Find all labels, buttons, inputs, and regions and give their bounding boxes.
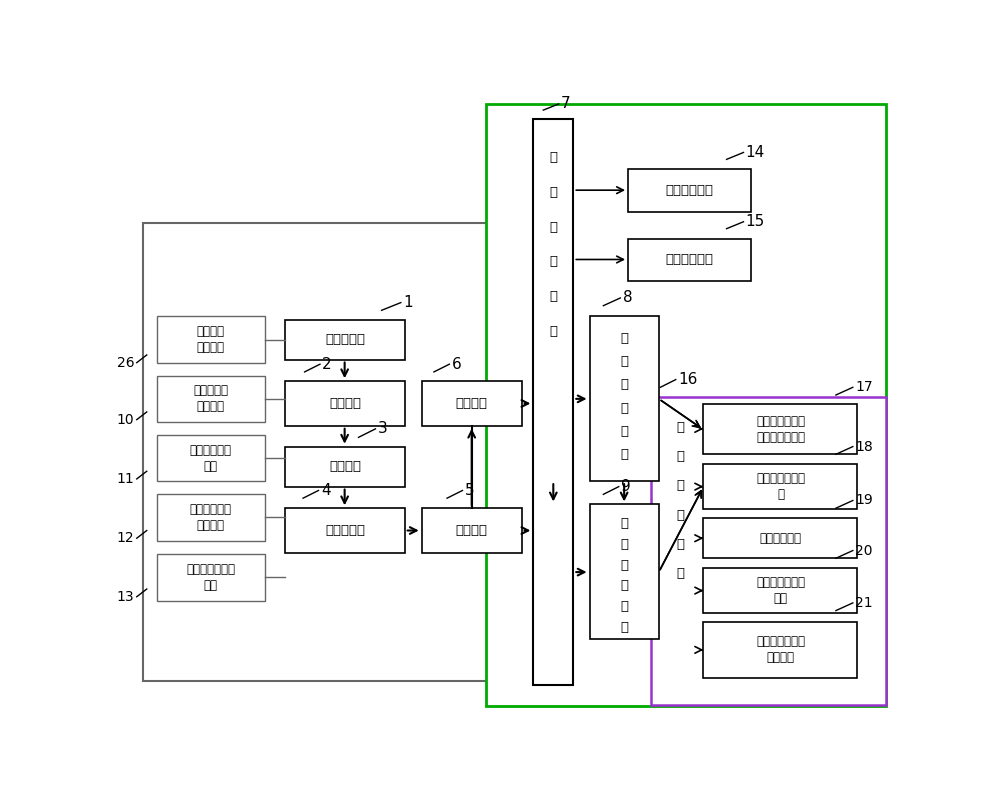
Text: 台: 台: [676, 567, 684, 580]
Text: 数据显示和打印
装置: 数据显示和打印 装置: [756, 576, 805, 605]
Text: 14: 14: [746, 145, 765, 160]
Text: 超标核查及报警
提醒装置: 超标核查及报警 提醒装置: [756, 635, 805, 664]
Text: 18: 18: [855, 439, 873, 454]
Bar: [651, 396, 886, 704]
Text: 置: 置: [620, 621, 628, 634]
Text: 标气核查装置: 标气核查装置: [759, 532, 801, 545]
Text: 处: 处: [620, 379, 628, 391]
Text: 装: 装: [549, 290, 557, 303]
Text: 集: 集: [549, 255, 557, 269]
Text: 采: 采: [549, 221, 557, 233]
Text: 19: 19: [855, 493, 873, 508]
Bar: [590, 316, 659, 481]
Text: 取样装置: 取样装置: [329, 397, 361, 410]
Text: 20: 20: [855, 544, 873, 557]
Text: 反吹自动控制
装置: 反吹自动控制 装置: [190, 444, 232, 472]
Text: 据: 据: [549, 186, 557, 199]
Bar: [157, 376, 265, 422]
Bar: [703, 622, 857, 678]
Bar: [703, 518, 857, 558]
Text: 采样流量
报警装置: 采样流量 报警装置: [197, 325, 225, 354]
Text: 核查装置: 核查装置: [456, 524, 488, 537]
Text: 置: 置: [549, 325, 557, 338]
Bar: [422, 381, 522, 426]
Text: 3: 3: [378, 421, 388, 436]
Text: 输: 输: [620, 580, 628, 593]
Bar: [703, 404, 857, 454]
Text: 装: 装: [620, 600, 628, 614]
Text: 1: 1: [403, 295, 413, 310]
Text: 置: 置: [620, 448, 628, 461]
Bar: [486, 104, 886, 706]
Text: 13: 13: [117, 589, 134, 604]
Text: 平: 平: [676, 538, 684, 551]
Text: 传: 传: [620, 559, 628, 572]
Bar: [285, 508, 405, 553]
Text: 理: 理: [676, 508, 684, 521]
Bar: [157, 435, 265, 481]
Text: 26: 26: [117, 355, 134, 370]
Text: 据: 据: [620, 355, 628, 368]
Text: 5: 5: [465, 483, 474, 498]
Text: 远: 远: [676, 421, 684, 434]
Text: 伴热管线: 伴热管线: [329, 460, 361, 473]
Text: 4: 4: [321, 483, 330, 498]
Text: 烟囱（道）: 烟囱（道）: [325, 333, 365, 346]
Text: 15: 15: [746, 214, 765, 229]
Text: 2: 2: [322, 357, 332, 371]
Bar: [422, 508, 522, 553]
Bar: [285, 447, 405, 487]
Text: 预处理装置: 预处理装置: [325, 524, 365, 537]
Bar: [590, 504, 659, 639]
Text: 据: 据: [620, 538, 628, 551]
Text: 分析装置: 分析装置: [456, 397, 488, 410]
Text: 21: 21: [855, 596, 873, 610]
Text: 理: 理: [620, 402, 628, 415]
Bar: [157, 494, 265, 541]
Text: 10: 10: [117, 413, 134, 427]
Bar: [703, 464, 857, 509]
Text: 日志记录装置: 日志记录装置: [666, 184, 714, 197]
Bar: [703, 569, 857, 613]
Text: 装: 装: [620, 425, 628, 438]
Text: 自动标识装置: 自动标识装置: [666, 253, 714, 266]
Text: 9: 9: [621, 479, 631, 494]
Text: 11: 11: [117, 472, 134, 486]
Bar: [285, 319, 405, 359]
Text: 采样器温度
报警装置: 采样器温度 报警装置: [193, 384, 228, 413]
Text: 预处理温度报警
装置: 预处理温度报警 装置: [186, 563, 235, 592]
Text: 管: 管: [676, 480, 684, 492]
Text: 数: 数: [620, 332, 628, 346]
Text: 程: 程: [676, 450, 684, 463]
Text: 自动数据有效性
审核及统计装置: 自动数据有效性 审核及统计装置: [756, 415, 805, 444]
Text: 8: 8: [623, 290, 632, 306]
Bar: [628, 169, 751, 212]
Bar: [285, 381, 405, 426]
Text: 7: 7: [561, 96, 571, 111]
Bar: [628, 239, 751, 281]
Text: 伴热管线温度
报警装置: 伴热管线温度 报警装置: [190, 503, 232, 532]
Bar: [533, 119, 573, 685]
Text: 数: 数: [549, 152, 557, 164]
Bar: [157, 317, 265, 363]
Bar: [143, 223, 489, 682]
Text: 6: 6: [452, 357, 461, 371]
Text: 12: 12: [117, 531, 134, 545]
Text: 17: 17: [855, 380, 873, 395]
Bar: [157, 554, 265, 601]
Text: 数: 数: [620, 517, 628, 530]
Text: 远程反吹控制装
置: 远程反吹控制装 置: [756, 472, 805, 501]
Text: 16: 16: [678, 372, 697, 387]
